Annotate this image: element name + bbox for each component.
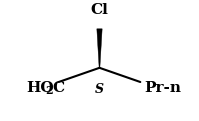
Text: Cl: Cl (91, 3, 108, 17)
Text: 2: 2 (45, 85, 52, 96)
Text: C: C (53, 81, 65, 95)
Text: Pr-n: Pr-n (145, 81, 182, 95)
Polygon shape (97, 29, 102, 68)
Text: HO: HO (26, 81, 54, 95)
Text: S: S (95, 83, 104, 96)
